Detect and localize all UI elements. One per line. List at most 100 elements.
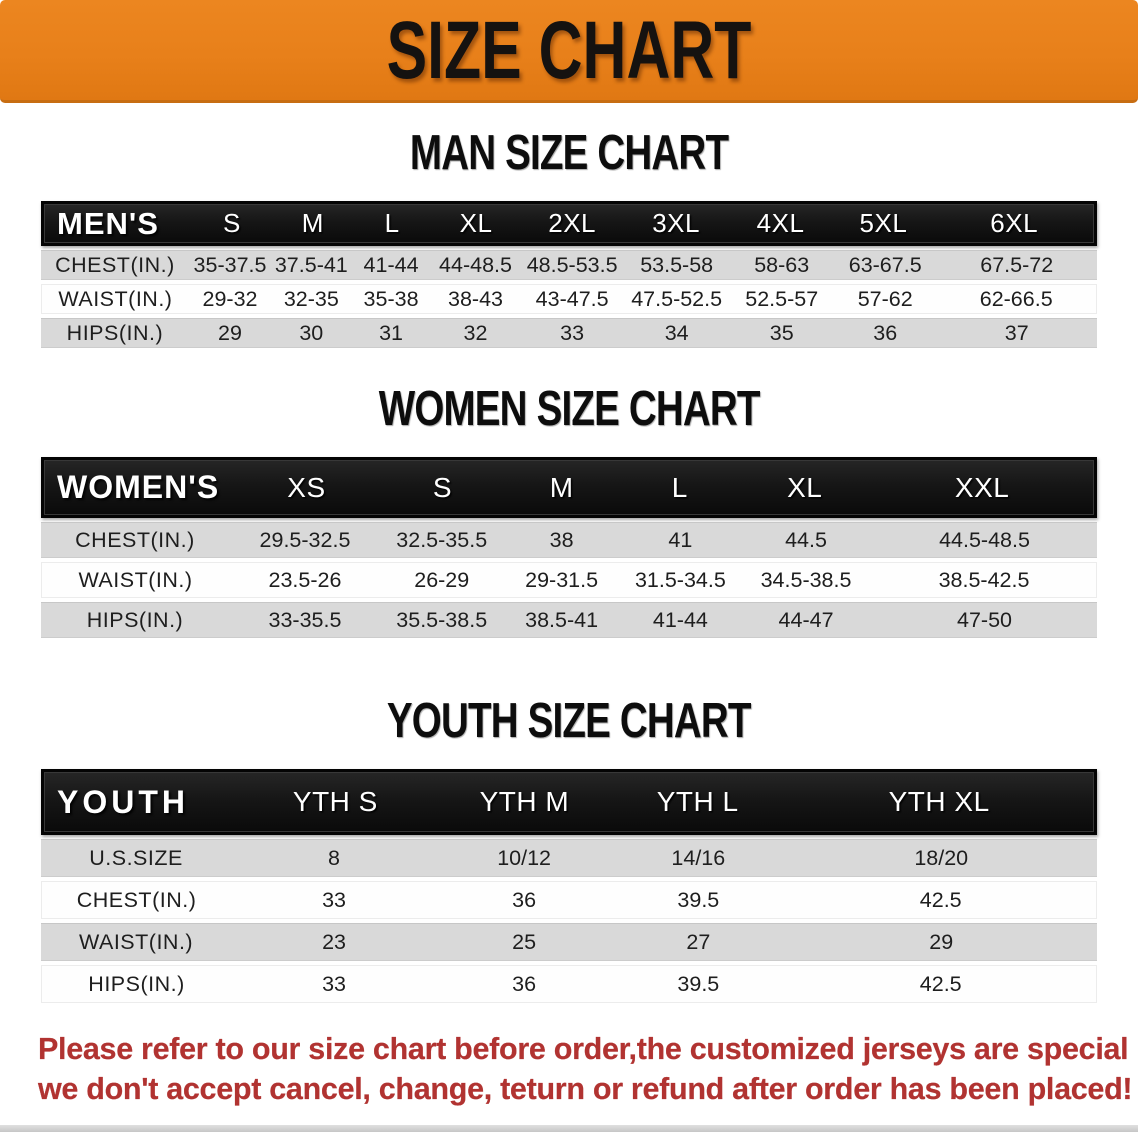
cell-value: 58-63 <box>729 250 834 280</box>
cell-value: 37 <box>936 318 1097 348</box>
cell-value: 53.5-58 <box>623 250 730 280</box>
cell-value: 47-50 <box>872 602 1097 638</box>
cell-value: 52.5-57 <box>729 284 834 314</box>
cell-value: 30 <box>271 318 352 348</box>
cell-value: 44-47 <box>740 602 873 638</box>
youth-size-table: U.S.SIZE 8 10/12 14/16 18/20 CHEST(IN.) 33 36 39… <box>41 835 1097 1007</box>
cell-value: 57-62 <box>833 284 937 314</box>
cell-value: 18/20 <box>785 839 1097 877</box>
cell-value: 29-32 <box>188 284 272 314</box>
man-size-column-header: 6XL <box>990 208 1039 238</box>
man-size-column-header: 4XL <box>756 208 805 238</box>
cell-value: 38-43 <box>430 284 521 314</box>
disclaimer: Please refer to our size chart before or… <box>38 1029 1138 1109</box>
cell-value: 38.5-42.5 <box>872 562 1097 598</box>
cell-value: 32.5-35.5 <box>381 522 503 558</box>
youth-size-chart-heading: YOUTH SIZE CHART <box>41 691 1097 748</box>
cell-value: 35.5-38.5 <box>381 602 503 638</box>
row-label: HIPS(IN.) <box>41 602 229 638</box>
disclaimer-line-1: Please refer to our size chart before or… <box>38 1032 1138 1066</box>
cell-value: 29 <box>785 923 1097 961</box>
women-size-chart-heading-text: WOMEN SIZE CHART <box>378 379 761 436</box>
youth-size-column-header: YTH XL <box>888 786 990 817</box>
youth-table-header-bar: YOUTH YTH S YTH M YTH L YTH XL <box>41 769 1097 835</box>
cell-value: 27 <box>611 923 786 961</box>
cell-value: 37.5-41 <box>271 250 352 280</box>
cell-value: 33-35.5 <box>228 602 382 638</box>
cell-value: 14/16 <box>611 839 786 877</box>
cell-value: 39.5 <box>611 965 786 1003</box>
man-size-column-header: 2XL <box>548 208 597 238</box>
man-size-column-header: 3XL <box>652 208 700 238</box>
women-table-row: CHEST(IN.) 29.5-32.5 32.5-35.5 38 41 44.5 44.5… <box>41 522 1097 558</box>
cell-value: 8 <box>231 839 437 877</box>
man-table-row: WAIST(IN.) 29-32 32-35 35-38 38-43 43-47.5 47.… <box>41 284 1097 314</box>
cell-value: 29.5-32.5 <box>228 522 382 558</box>
cell-value: 25 <box>436 923 612 961</box>
cell-value: 29-31.5 <box>502 562 621 598</box>
cell-value: 26-29 <box>381 562 503 598</box>
man-size-chart-section: MAN SIZE CHART MEN'S S M L XL 2XL 3XL 4XL 5XL 6XL C… <box>41 123 1097 352</box>
women-table-row: WAIST(IN.) 23.5-26 26-29 29-31.5 31.5-34.5 34… <box>41 562 1097 598</box>
cell-value: 43-47.5 <box>520 284 624 314</box>
cell-value: 41 <box>620 522 741 558</box>
youth-size-column-header: YTH S <box>292 786 378 817</box>
cell-value: 23 <box>231 923 437 961</box>
cell-value: 34.5-38.5 <box>740 562 873 598</box>
cell-value: 34 <box>623 318 730 348</box>
row-label: CHEST(IN.) <box>41 522 229 558</box>
row-label: HIPS(IN.) <box>41 318 189 348</box>
man-size-column-header: 5XL <box>859 208 908 238</box>
cell-value: 32-35 <box>271 284 352 314</box>
youth-table-row: HIPS(IN.) 33 36 39.5 42.5 <box>41 965 1097 1003</box>
man-size-chart-heading-text: MAN SIZE CHART <box>409 123 729 180</box>
man-table-header-bar: MEN'S S M L XL 2XL 3XL 4XL 5XL 6XL <box>41 201 1097 246</box>
size-charts-container: MAN SIZE CHART MEN'S S M L XL 2XL 3XL 4XL 5XL 6XL C… <box>0 123 1138 1007</box>
man-size-column-header: M <box>301 208 324 238</box>
cell-value: 44.5 <box>740 522 873 558</box>
man-size-table: CHEST(IN.) 35-37.5 37.5-41 41-44 44-48.5 48.5… <box>41 246 1097 352</box>
cell-value: 35 <box>729 318 834 348</box>
women-size-column-header: S <box>432 471 453 503</box>
women-table-row: HIPS(IN.) 33-35.5 35.5-38.5 38.5-41 41-44 44-… <box>41 602 1097 638</box>
cell-value: 47.5-52.5 <box>623 284 730 314</box>
cell-value: 63-67.5 <box>833 250 937 280</box>
row-label: U.S.SIZE <box>41 839 232 877</box>
cell-value: 32 <box>430 318 521 348</box>
cell-value: 31 <box>351 318 431 348</box>
man-header-label: MEN'S <box>57 205 159 241</box>
cell-value: 33 <box>231 881 437 919</box>
youth-size-chart-section: YOUTH SIZE CHART YOUTH YTH S YTH M YTH L YTH … <box>41 691 1097 1007</box>
cell-value: 41-44 <box>620 602 741 638</box>
cell-value: 10/12 <box>436 839 612 877</box>
cell-value: 33 <box>231 965 437 1003</box>
cell-value: 41-44 <box>351 250 431 280</box>
cell-value: 42.5 <box>785 881 1097 919</box>
women-size-chart-heading: WOMEN SIZE CHART <box>41 379 1097 436</box>
banner-title: SIZE CHART <box>386 4 752 96</box>
cell-value: 36 <box>436 881 612 919</box>
row-label: WAIST(IN.) <box>41 923 232 961</box>
youth-header-label: YOUTH <box>57 783 189 820</box>
cell-value: 62-66.5 <box>936 284 1097 314</box>
cell-value: 33 <box>520 318 624 348</box>
women-size-column-header: XXL <box>954 471 1010 503</box>
row-label: HIPS(IN.) <box>41 965 232 1003</box>
youth-size-column-header: YTH L <box>656 786 739 817</box>
cell-value: 36 <box>833 318 937 348</box>
youth-size-chart-heading-text: YOUTH SIZE CHART <box>387 691 752 748</box>
cell-value: 38 <box>502 522 621 558</box>
women-size-table: CHEST(IN.) 29.5-32.5 32.5-35.5 38 41 44.5 44.5… <box>41 518 1097 642</box>
bottom-divider <box>0 1125 1138 1132</box>
cell-value: 44.5-48.5 <box>872 522 1097 558</box>
man-table-row: HIPS(IN.) 29 30 31 32 33 34 35 36 37 <box>41 318 1097 348</box>
youth-table-row: CHEST(IN.) 33 36 39.5 42.5 <box>41 881 1097 919</box>
cell-value: 38.5-41 <box>502 602 621 638</box>
youth-size-column-header: YTH M <box>479 786 570 817</box>
women-size-column-header: L <box>671 471 688 503</box>
man-table-row: CHEST(IN.) 35-37.5 37.5-41 41-44 44-48.5 48.5… <box>41 250 1097 280</box>
cell-value: 48.5-53.5 <box>520 250 624 280</box>
man-size-column-header: L <box>384 208 400 238</box>
women-size-column-header: XS <box>287 471 326 503</box>
cell-value: 31.5-34.5 <box>620 562 741 598</box>
